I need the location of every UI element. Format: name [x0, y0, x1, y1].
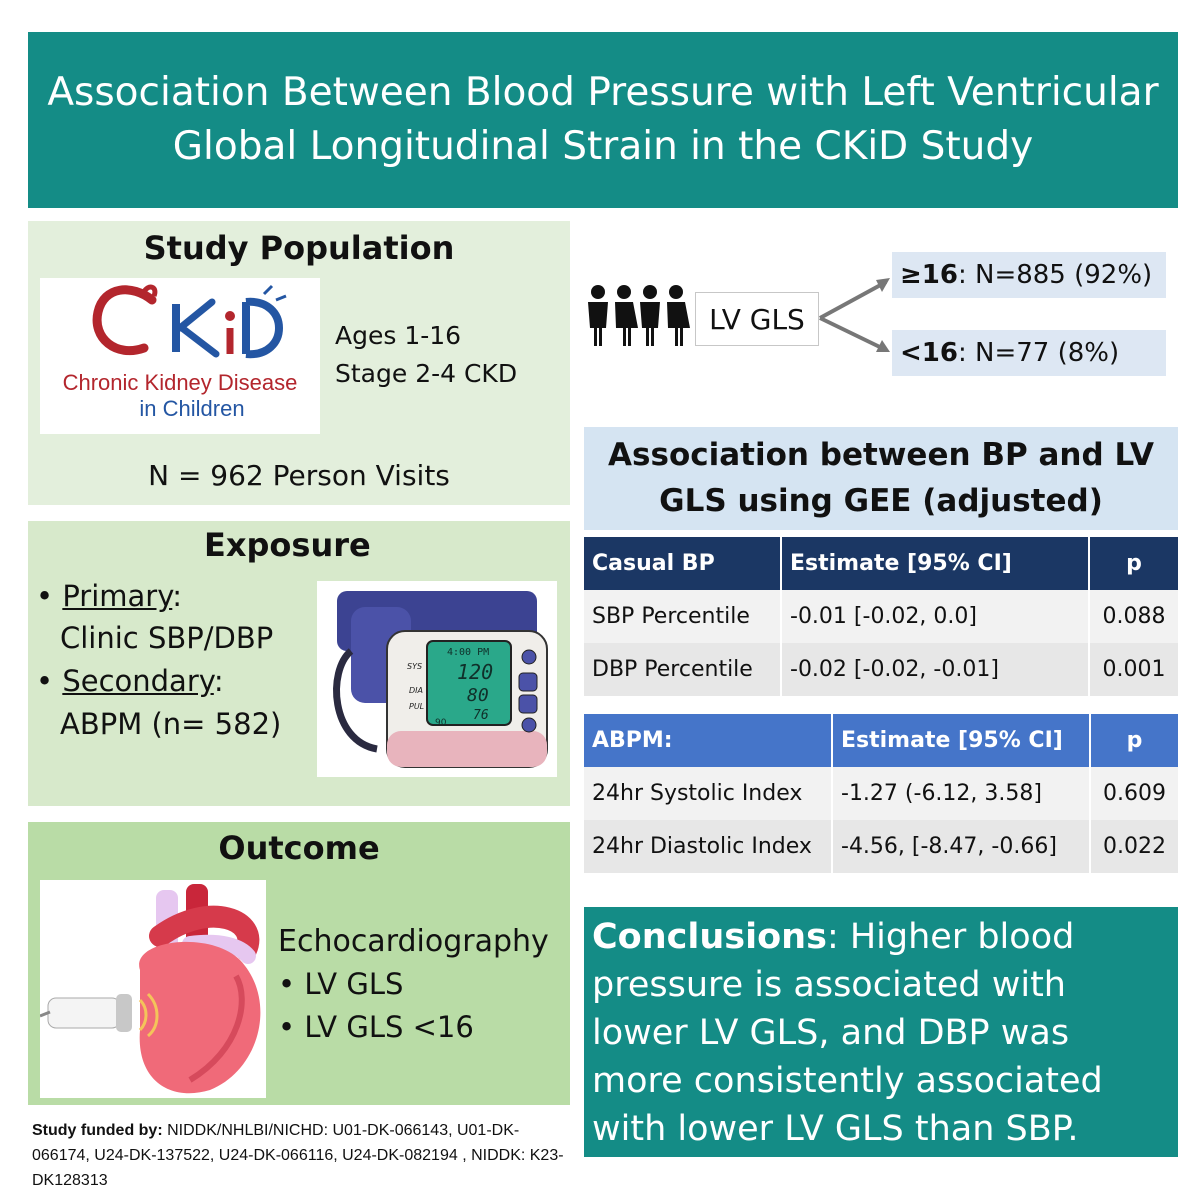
secondary-label: Secondary: [62, 664, 214, 698]
gls-low-result: <16: N=77 (8%): [892, 330, 1166, 376]
association-heading-line1: Association between BP and LV: [608, 437, 1154, 473]
table-cell: 24hr Diastolic Index: [584, 820, 832, 873]
ckid-logo-text-line1: Chronic Kidney Disease: [62, 370, 298, 395]
table-header-cell: ABPM:: [584, 714, 832, 767]
table-header-row: ABPM: Estimate [95% CI] p: [584, 714, 1178, 767]
table-row: DBP Percentile -0.02 [-0.02, -0.01] 0.00…: [584, 643, 1178, 696]
association-heading-line2: GLS using GEE (adjusted): [659, 483, 1103, 519]
title-banner: Association Between Blood Pressure with …: [28, 32, 1178, 208]
primary-colon: :: [172, 579, 183, 613]
primary-value: Clinic SBP/DBP: [60, 621, 274, 655]
table-cell: -0.02 [-0.02, -0.01]: [780, 643, 1089, 696]
table-cell: -0.01 [-0.02, 0.0]: [780, 590, 1089, 643]
table-row: 24hr Diastolic Index -4.56, [-8.47, -0.6…: [584, 820, 1178, 873]
table-header-row: Casual BP Estimate [95% CI] p: [584, 537, 1178, 590]
outcome-item-2-text: LV GLS <16: [304, 1010, 474, 1044]
monitor-dia-value: 80: [467, 685, 489, 706]
exposure-heading: Exposure: [204, 526, 371, 564]
funding-label: Study funded by:: [32, 1122, 163, 1139]
monitor-sys-label: SYS: [407, 662, 422, 671]
gls-high-result: ≥16: N=885 (92%): [892, 252, 1166, 298]
heart-echo-image: [39, 880, 266, 1098]
bullet-dot-icon: •: [278, 967, 305, 1001]
secondary-colon: :: [213, 664, 224, 698]
monitor-sys-value: 120: [457, 660, 493, 684]
study-n-visits: N = 962 Person Visits: [148, 459, 450, 492]
primary-bullet: • Primary:: [36, 579, 182, 613]
conclusions-text: : Higher blood pressure is associated wi…: [592, 917, 1103, 1149]
monitor-hr-value: 90: [435, 718, 447, 728]
poster-title: Association Between Blood Pressure with …: [47, 70, 1159, 169]
casual-bp-table: Casual BP Estimate [95% CI] p SBP Percen…: [584, 537, 1178, 696]
table-row: SBP Percentile -0.01 [-0.02, 0.0] 0.088: [584, 590, 1178, 643]
outcome-panel: Outcome Echocardiography • LV GLS • LV G…: [28, 822, 570, 1105]
ckid-logo: Chronic Kidney Disease in Children: [40, 278, 320, 434]
gls-low-count: : N=77 (8%): [957, 338, 1120, 368]
exposure-panel: Exposure • Primary: Clinic SBP/DBP • Sec…: [28, 521, 570, 806]
ckid-logo-text-line2: in Children: [139, 396, 245, 421]
ckid-logo-mark: [92, 284, 287, 359]
table-cell: DBP Percentile: [584, 643, 781, 696]
study-ages: Ages 1-16: [335, 321, 462, 350]
gls-high-threshold: ≥16: [900, 260, 958, 290]
study-population-panel: Study Population Chronic Kidney Disease …: [28, 221, 570, 505]
monitor-pul-label: PUL: [409, 702, 424, 711]
outcome-item-1-text: LV GLS: [304, 967, 404, 1001]
gls-high-count: : N=885 (92%): [957, 260, 1153, 290]
gls-low-threshold: <16: [900, 338, 958, 368]
outcome-heading: Outcome: [218, 829, 380, 867]
table-cell: -4.56, [-8.47, -0.66]: [831, 820, 1090, 873]
table-cell: 24hr Systolic Index: [584, 767, 832, 820]
bp-monitor-image: 4:00 PM 120 80 76 90 SYS DIA PUL: [317, 581, 557, 777]
outcome-item-2: • LV GLS <16: [278, 1010, 474, 1044]
outcome-item-1: • LV GLS: [278, 967, 403, 1001]
table-cell: -1.27 (-6.12, 3.58]: [831, 767, 1090, 820]
monitor-dia-label: DIA: [409, 686, 423, 695]
bullet-dot-icon: •: [278, 1010, 305, 1044]
funding-text: NIDDK/NHLBI/NICHD: U01-DK-066143, U01-DK…: [32, 1122, 564, 1189]
conclusions-box: Conclusions: Higher blood pressure is as…: [584, 907, 1178, 1157]
bullet-dot-icon: •: [36, 579, 63, 613]
split-arrows-icon: [819, 278, 890, 352]
ckid-logo-text: Chronic Kidney Disease in Children: [40, 370, 320, 422]
monitor-time: 4:00 PM: [447, 647, 489, 658]
association-heading: Association between BP and LV GLS using …: [584, 427, 1178, 530]
table-row: 24hr Systolic Index -1.27 (-6.12, 3.58] …: [584, 767, 1178, 820]
monitor-pul-value: 76: [473, 708, 489, 723]
table-header-cell: Estimate [95% CI]: [831, 714, 1090, 767]
secondary-bullet: • Secondary:: [36, 664, 224, 698]
bullet-dot-icon: •: [36, 664, 63, 698]
study-stage: Stage 2-4 CKD: [335, 359, 518, 388]
table-cell: 0.609: [1089, 767, 1178, 820]
study-population-heading: Study Population: [143, 229, 455, 267]
outcome-method: Echocardiography: [278, 924, 549, 959]
table-cell: 0.088: [1088, 590, 1178, 643]
primary-label: Primary: [62, 579, 173, 613]
table-cell: SBP Percentile: [584, 590, 781, 643]
funding-note: Study funded by: NIDDK/NHLBI/NICHD: U01-…: [32, 1118, 572, 1193]
gls-label-box: LV GLS: [695, 292, 819, 346]
abpm-table: ABPM: Estimate [95% CI] p 24hr Systolic …: [584, 714, 1178, 873]
people-group-icon: [588, 285, 690, 346]
secondary-value: ABPM (n= 582): [60, 707, 282, 741]
conclusions-label: Conclusions: [592, 917, 827, 957]
table-header-cell: Casual BP: [584, 537, 781, 590]
table-header-cell: p: [1088, 537, 1178, 590]
table-header-cell: p: [1089, 714, 1178, 767]
table-cell: 0.001: [1088, 643, 1178, 696]
table-header-cell: Estimate [95% CI]: [780, 537, 1089, 590]
table-cell: 0.022: [1089, 820, 1178, 873]
